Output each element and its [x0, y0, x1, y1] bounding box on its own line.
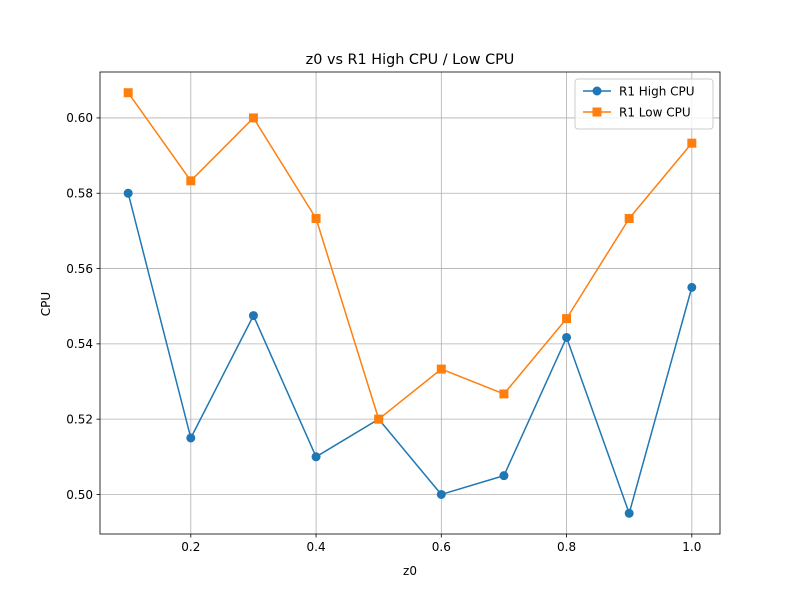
- data-point: [624, 508, 634, 518]
- y-tick-label: 0.56: [66, 262, 93, 276]
- chart-title: z0 vs R1 High CPU / Low CPU: [306, 52, 515, 68]
- y-tick-label: 0.54: [66, 337, 93, 351]
- plot-area-frame: [99, 71, 721, 535]
- y-tick-label: 0.50: [66, 488, 93, 502]
- legend-label: R1 Low CPU: [619, 105, 691, 119]
- legend: R1 High CPU R1 Low CPU: [574, 78, 714, 130]
- x-tick-label: 0.6: [432, 540, 451, 554]
- data-point: [374, 414, 384, 424]
- series-low-cpu: [123, 88, 697, 424]
- data-point: [624, 213, 634, 223]
- data-point: [499, 389, 509, 399]
- data-point: [186, 433, 196, 443]
- series-line: [127, 92, 693, 420]
- data-point: [248, 113, 258, 123]
- data-point: [123, 88, 133, 98]
- legend-marker: [592, 86, 602, 96]
- legend-entry: R1 Low CPU: [583, 105, 691, 119]
- data-point: [248, 311, 258, 321]
- data-point: [436, 364, 446, 374]
- y-axis-ticks: 0.50 0.52 0.54 0.56 0.58 0.60: [66, 111, 100, 502]
- y-axis-label: CPU: [39, 292, 53, 316]
- y-tick-label: 0.60: [66, 111, 93, 125]
- data-point: [186, 176, 196, 186]
- data-point: [687, 138, 697, 148]
- x-tick-label: 0.4: [307, 540, 326, 554]
- legend-marker: [592, 107, 602, 117]
- data-point: [436, 489, 446, 499]
- y-tick-label: 0.58: [66, 187, 93, 201]
- x-axis-ticks: 0.2 0.4 0.6 0.8 1.0: [181, 534, 701, 554]
- x-tick-label: 1.0: [682, 540, 701, 554]
- legend-entry: R1 High CPU: [583, 84, 695, 98]
- series-high-cpu: [123, 188, 697, 518]
- data-point: [687, 282, 697, 292]
- x-tick-label: 0.2: [181, 540, 200, 554]
- data-point: [562, 332, 572, 342]
- series-layer: [123, 88, 697, 518]
- y-tick-label: 0.52: [66, 412, 93, 426]
- data-point: [562, 314, 572, 324]
- data-point: [311, 213, 321, 223]
- legend-label: R1 High CPU: [619, 84, 695, 98]
- x-axis-label: z0: [403, 564, 417, 578]
- data-point: [311, 452, 321, 462]
- series-line: [127, 193, 693, 515]
- x-tick-label: 0.8: [557, 540, 576, 554]
- data-point: [123, 188, 133, 198]
- data-point: [499, 471, 509, 481]
